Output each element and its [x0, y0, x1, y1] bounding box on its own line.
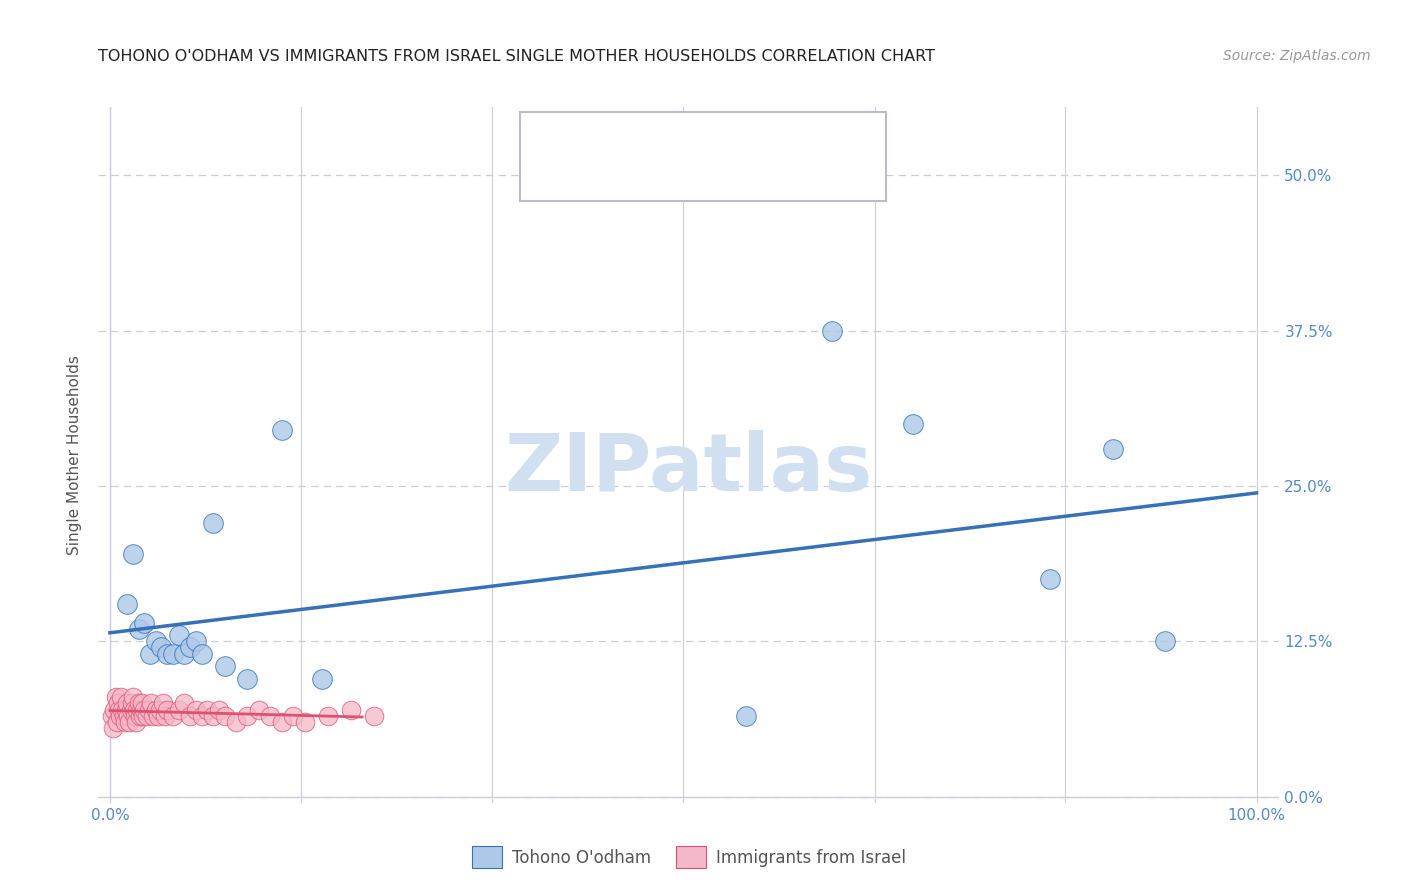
FancyBboxPatch shape [527, 161, 564, 194]
Point [156, 647, 179, 661]
Point [225, 714, 247, 729]
Point [190, 647, 212, 661]
Point [129, 703, 152, 717]
Point [103, 721, 125, 735]
Point [111, 703, 134, 717]
Point [283, 708, 305, 723]
Point [110, 690, 132, 705]
Point [173, 697, 195, 711]
Text: -0.509: -0.509 [634, 170, 688, 185]
Point [167, 628, 190, 642]
Point [190, 708, 212, 723]
Point [179, 708, 201, 723]
Point [131, 697, 153, 711]
Point [735, 708, 758, 723]
Point [202, 708, 225, 723]
Point [115, 703, 138, 717]
Y-axis label: Single Mother Households: Single Mother Households [67, 355, 83, 555]
Point [114, 714, 136, 729]
Point [179, 640, 201, 655]
Point [195, 703, 218, 717]
Point [145, 703, 167, 717]
Point [901, 417, 924, 431]
Point [121, 547, 143, 561]
Point [118, 714, 141, 729]
Point [120, 703, 142, 717]
Point [1102, 442, 1125, 456]
Point [121, 697, 143, 711]
Point [162, 708, 184, 723]
Point [821, 324, 844, 338]
Point [128, 708, 150, 723]
Point [135, 708, 157, 723]
Point [316, 708, 339, 723]
Point [112, 708, 135, 723]
Point [156, 703, 179, 717]
Point [184, 703, 207, 717]
Point [146, 708, 169, 723]
Text: N = 59: N = 59 [721, 170, 779, 185]
Point [127, 703, 149, 717]
Point [104, 690, 127, 705]
Text: 0.547: 0.547 [634, 128, 682, 143]
Point [162, 647, 184, 661]
Text: TOHONO O'ODHAM VS IMMIGRANTS FROM ISRAEL SINGLE MOTHER HOUSEHOLDS CORRELATION CH: TOHONO O'ODHAM VS IMMIGRANTS FROM ISRAEL… [98, 49, 935, 64]
Point [208, 703, 231, 717]
Point [122, 703, 145, 717]
Point [214, 708, 236, 723]
Point [152, 697, 174, 711]
Text: R =: R = [579, 128, 612, 143]
Point [184, 634, 207, 648]
Point [236, 708, 259, 723]
Point [363, 708, 385, 723]
Point [202, 516, 225, 531]
Point [115, 597, 138, 611]
Point [115, 697, 138, 711]
Point [311, 672, 333, 686]
Point [236, 672, 259, 686]
Point [1153, 634, 1175, 648]
Point [108, 703, 131, 717]
Point [134, 615, 156, 630]
Point [132, 708, 155, 723]
Point [128, 697, 150, 711]
Point [270, 714, 292, 729]
Point [149, 703, 172, 717]
Point [167, 703, 190, 717]
Text: R =: R = [579, 170, 612, 185]
Point [1039, 572, 1062, 586]
Point [145, 634, 167, 648]
Point [270, 423, 292, 437]
Point [153, 708, 176, 723]
Text: Source: ZipAtlas.com: Source: ZipAtlas.com [1223, 49, 1371, 63]
Point [101, 708, 124, 723]
FancyBboxPatch shape [527, 120, 564, 152]
Point [259, 708, 281, 723]
Point [247, 703, 270, 717]
Point [138, 703, 160, 717]
FancyBboxPatch shape [520, 112, 886, 201]
Point [134, 703, 156, 717]
Point [125, 714, 148, 729]
Point [124, 708, 146, 723]
Text: ZIPatlas: ZIPatlas [505, 430, 873, 508]
Text: N = 25: N = 25 [721, 128, 779, 143]
Point [142, 708, 165, 723]
Point [108, 708, 131, 723]
Point [103, 703, 125, 717]
Legend: Tohono O'odham, Immigrants from Israel: Tohono O'odham, Immigrants from Israel [465, 839, 912, 874]
Point [128, 622, 150, 636]
Point [107, 697, 129, 711]
Point [141, 697, 163, 711]
Point [214, 659, 236, 673]
Point [105, 714, 128, 729]
Point [139, 647, 162, 661]
Point [294, 714, 316, 729]
Point [117, 708, 139, 723]
Point [121, 690, 143, 705]
Point [173, 647, 195, 661]
Point [339, 703, 361, 717]
Point [150, 640, 173, 655]
